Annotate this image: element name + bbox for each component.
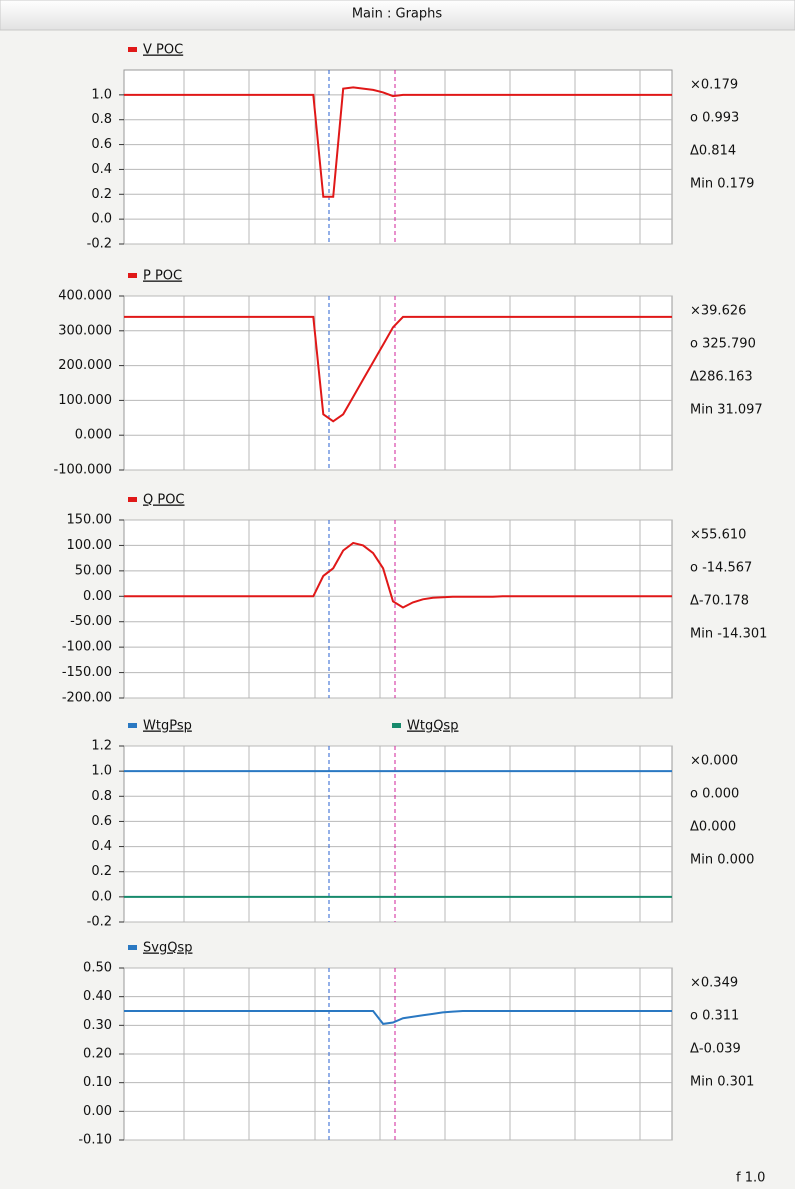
y-tick-label: 150.00 <box>67 513 113 528</box>
y-tick-label: 0.0 <box>91 212 112 227</box>
y-tick-label: 0.40 <box>83 989 112 1004</box>
y-tick-label: 50.00 <box>75 563 112 578</box>
y-tick-label: 0.30 <box>83 1018 112 1033</box>
series-line <box>124 541 672 609</box>
footer: f 1.0 <box>736 1171 765 1186</box>
y-tick-label: -200.00 <box>62 691 112 706</box>
y-tick-label: 0.20 <box>83 1047 112 1062</box>
y-tick-label: 100.00 <box>67 538 113 553</box>
title-bar <box>0 0 795 31</box>
legend-label: Q POC <box>143 493 185 508</box>
cursor-readout: Min 31.097 <box>690 403 763 418</box>
y-tick-label: -150.00 <box>62 665 112 680</box>
y-tick-label: -100.00 <box>62 640 112 655</box>
cursor-readout: Δ-70.178 <box>690 594 749 609</box>
cursor-readout: o 325.790 <box>690 337 756 352</box>
y-tick-label: 400.000 <box>58 289 112 304</box>
cursor-readout: Δ-0.039 <box>690 1042 741 1057</box>
cursor-readout: ×0.000 <box>690 754 738 769</box>
y-tick-label: -50.00 <box>70 614 112 629</box>
cursor-readout: Min 0.000 <box>690 853 754 868</box>
cursor-readout: Min -14.301 <box>690 627 767 642</box>
cursor-readout: ×0.349 <box>690 976 738 991</box>
cursor-readout: o 0.311 <box>690 1009 739 1024</box>
y-tick-label: 0.10 <box>83 1075 112 1090</box>
y-tick-label: -0.10 <box>78 1133 112 1148</box>
y-tick-label: 0.6 <box>91 137 112 152</box>
y-tick-label: -0.2 <box>87 237 112 252</box>
y-tick-label: -100.000 <box>54 463 112 478</box>
legend-swatch <box>128 47 137 52</box>
legend-label: P POC <box>143 269 182 284</box>
cursor-readout: ×39.626 <box>690 304 746 319</box>
cursor-readout: o 0.993 <box>690 111 739 126</box>
cursor-readout: Δ0.000 <box>690 820 736 835</box>
legend-swatch <box>128 945 137 950</box>
plot-area <box>123 295 673 471</box>
y-tick-label: 0.00 <box>83 1104 112 1119</box>
y-tick-label: 0.8 <box>91 112 112 127</box>
y-tick-label: 1.0 <box>91 764 112 779</box>
plot-area <box>123 745 673 923</box>
window-title: Main : Graphs <box>352 7 443 22</box>
cursor-readout: Min 0.179 <box>690 177 754 192</box>
y-tick-label: 0.2 <box>91 187 112 202</box>
y-tick-label: 0.4 <box>91 839 112 854</box>
y-tick-label: 1.0 <box>91 87 112 102</box>
y-tick-label: 300.000 <box>58 323 112 338</box>
legend-swatch <box>128 497 137 502</box>
y-tick-label: 0.2 <box>91 864 112 879</box>
cursor-readout: Δ286.163 <box>690 370 753 385</box>
legend-label: WtgQsp <box>407 719 458 734</box>
legend-swatch <box>128 273 137 278</box>
cursor-readout: o 0.000 <box>690 787 739 802</box>
y-tick-label: -0.2 <box>87 915 112 930</box>
cursor-readout: ×55.610 <box>690 528 746 543</box>
y-tick-label: 1.2 <box>91 739 112 754</box>
series-line <box>124 315 672 423</box>
cursor-readout: ×0.179 <box>690 78 738 93</box>
y-tick-label: 100.000 <box>58 393 112 408</box>
legend-swatch <box>392 723 401 728</box>
cursor-readout: o -14.567 <box>690 561 752 576</box>
y-tick-label: 0.50 <box>83 961 112 976</box>
cursor-readout: Δ0.814 <box>690 144 736 159</box>
series-line <box>124 1010 672 1025</box>
legend-label: V POC <box>143 43 183 58</box>
plot-area <box>123 519 673 699</box>
y-tick-label: 0.00 <box>83 589 112 604</box>
legend-swatch <box>128 723 137 728</box>
plot-area <box>123 69 673 245</box>
y-tick-label: 0.8 <box>91 789 112 804</box>
y-tick-label: 0.0 <box>91 889 112 904</box>
y-tick-label: 0.4 <box>91 162 112 177</box>
y-tick-label: 200.000 <box>58 358 112 373</box>
legend-label: SvgQsp <box>143 941 192 956</box>
legend-label: WtgPsp <box>143 719 192 734</box>
series-line <box>124 86 672 198</box>
cursor-readout: Min 0.301 <box>690 1075 754 1090</box>
y-tick-label: 0.000 <box>75 428 112 443</box>
y-tick-label: 0.6 <box>91 814 112 829</box>
